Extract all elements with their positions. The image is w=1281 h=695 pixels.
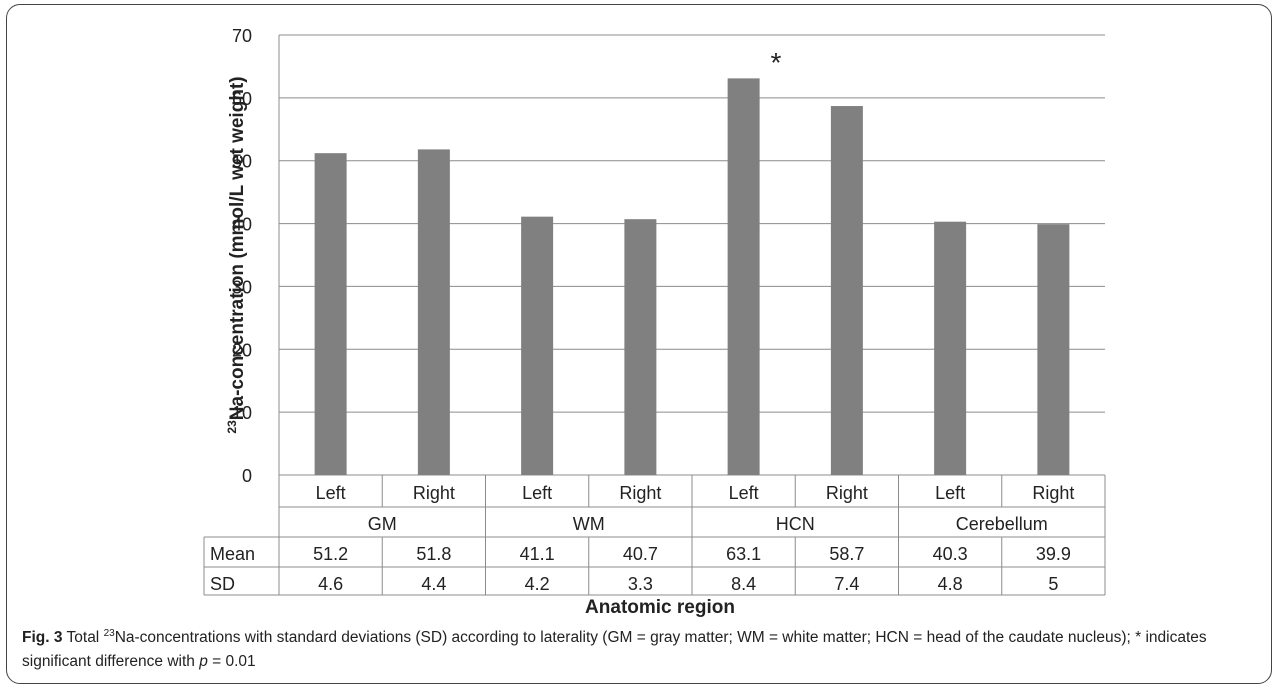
bar	[314, 153, 347, 475]
category-label: Right	[619, 483, 661, 503]
group-label: Cerebellum	[956, 514, 1048, 534]
table-cell: 8.4	[731, 574, 756, 594]
table-cell: 39.9	[1036, 544, 1071, 564]
y-tick-label: 0	[242, 466, 252, 486]
table-cell: 58.7	[829, 544, 864, 564]
y-axis-label-superscript: 23	[225, 420, 239, 434]
significance-asterisk: *	[771, 47, 782, 78]
bar	[830, 106, 863, 476]
table-row-label: Mean	[210, 544, 255, 564]
group-label: HCN	[776, 514, 815, 534]
caption-superscript: 23	[103, 627, 115, 639]
category-label: Right	[1032, 483, 1074, 503]
table-cell: 4.2	[525, 574, 550, 594]
y-axis-label-main: Na-concentration (mmol/L wet weight)	[227, 76, 248, 420]
bar	[934, 221, 967, 475]
table-cell: 3.3	[628, 574, 653, 594]
table-cell: 5	[1048, 574, 1058, 594]
table-cell: 40.3	[933, 544, 968, 564]
category-label: Left	[729, 483, 759, 503]
bars	[314, 78, 1070, 476]
group-label: WM	[573, 514, 605, 534]
figure-caption: Fig. 3 Total 23Na-concentrations with st…	[22, 626, 1262, 674]
y-tick-labels: 0 10 20 30 40 50 60 70	[232, 26, 252, 486]
category-label: Left	[316, 483, 346, 503]
caption-text-end: = 0.01	[207, 653, 256, 670]
table-cell: 7.4	[834, 574, 859, 594]
bar	[624, 219, 657, 475]
y-axis-label: 23Na-concentration (mmol/L wet weight)	[225, 76, 248, 433]
category-label: Left	[935, 483, 965, 503]
x-axis-label: Anatomic region	[585, 597, 735, 618]
data-table: Left Right Left Right Left Right Left Right GM WM…	[203, 475, 1106, 596]
table-row-label: SD	[210, 574, 235, 594]
table-cell: 4.4	[421, 574, 446, 594]
bar	[521, 216, 554, 475]
y-tick-label: 20	[232, 340, 252, 360]
category-label: Left	[522, 483, 552, 503]
y-tick-label: 70	[232, 26, 252, 46]
y-tick-label: 30	[232, 277, 252, 297]
caption-text-start: Total	[62, 629, 104, 646]
caption-p-symbol: p	[199, 653, 208, 670]
y-tick-label: 40	[232, 215, 252, 235]
bar	[727, 78, 760, 475]
table-cell: 51.8	[416, 544, 451, 564]
table-cell: 4.6	[318, 574, 343, 594]
table-cell: 63.1	[726, 544, 761, 564]
table-cell: 40.7	[623, 544, 658, 564]
table-cell: 41.1	[520, 544, 555, 564]
table-cell: 51.2	[313, 544, 348, 564]
table-cell: 4.8	[938, 574, 963, 594]
y-tick-label: 60	[232, 89, 252, 109]
caption-text-mid: Na-concentrations with standard deviatio…	[22, 629, 1207, 670]
category-label: Right	[413, 483, 455, 503]
bar	[417, 149, 450, 475]
y-tick-label: 50	[232, 152, 252, 172]
gridlines	[278, 34, 1105, 476]
y-tick-label: 10	[232, 403, 252, 423]
caption-fig-label: Fig. 3	[22, 629, 63, 646]
bar	[1037, 224, 1070, 475]
category-label: Right	[826, 483, 868, 503]
bar-chart: 0 10 20 30 40 50 60 70 Left Right Left Right Left Ri…	[203, 26, 1106, 618]
group-label: GM	[368, 514, 397, 534]
